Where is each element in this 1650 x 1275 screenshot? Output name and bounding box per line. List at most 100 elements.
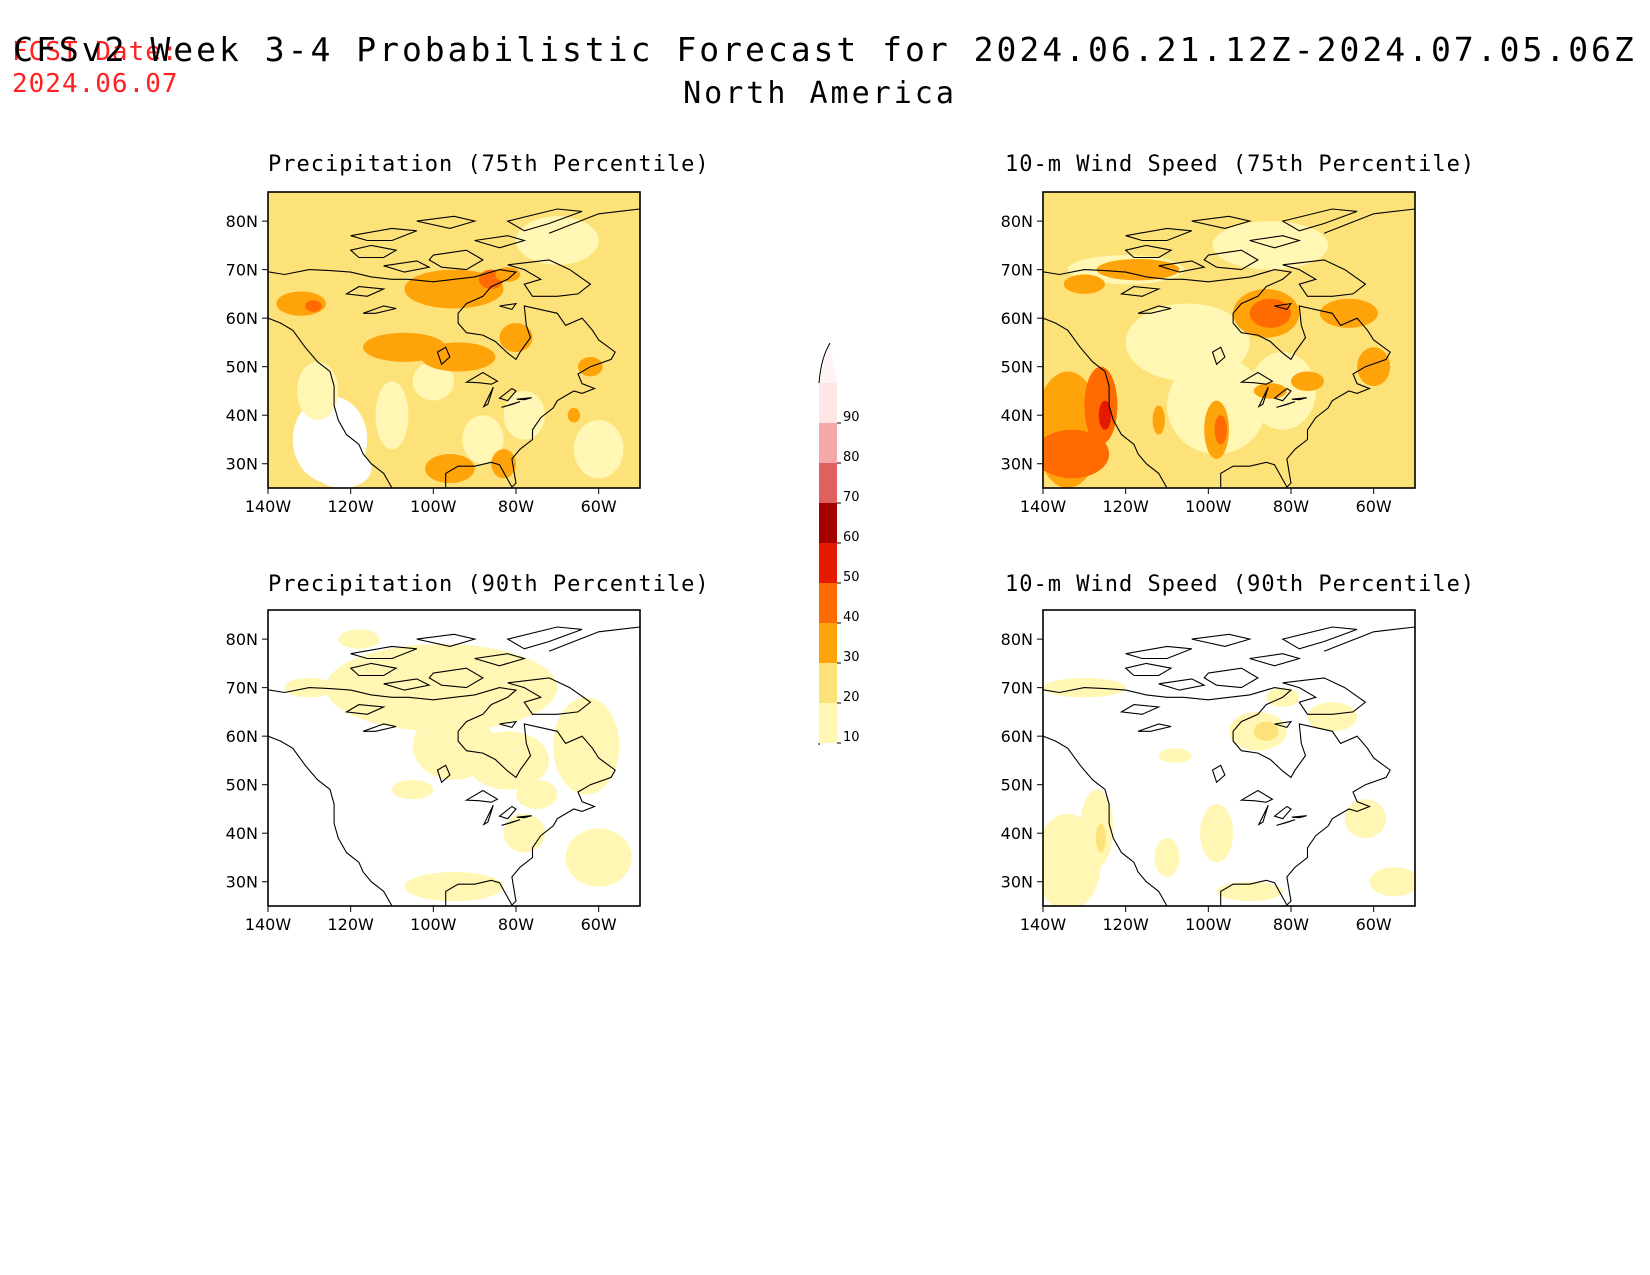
probability-region-11 bbox=[1154, 838, 1180, 877]
probability-region-2 bbox=[296, 361, 339, 421]
lat-label: 60N bbox=[226, 309, 258, 328]
lat-label: 80N bbox=[1001, 630, 1033, 649]
lake-outline-5 bbox=[344, 704, 386, 715]
probability-region-4 bbox=[1212, 221, 1329, 270]
coastline-west bbox=[268, 735, 393, 906]
lake-outline-3 bbox=[1276, 819, 1296, 826]
probability-region-2 bbox=[466, 731, 550, 790]
probability-region-17 bbox=[491, 449, 516, 479]
lon-label: 140W bbox=[245, 497, 292, 516]
lon-label: 80W bbox=[1273, 915, 1309, 934]
coastline-greenland bbox=[1323, 626, 1415, 659]
coastline-island-8 bbox=[1274, 302, 1293, 311]
lake-outline-3 bbox=[501, 819, 521, 826]
probability-region-1 bbox=[1080, 789, 1114, 868]
lake-outline-4 bbox=[1291, 815, 1307, 819]
map-frame bbox=[267, 191, 641, 489]
coastline-island-8 bbox=[499, 720, 518, 729]
coastline-island-4 bbox=[350, 645, 418, 660]
coastline-island-7 bbox=[383, 260, 431, 273]
lat-label: 30N bbox=[226, 455, 258, 474]
colorbar-segment bbox=[819, 583, 837, 623]
probability-region-6 bbox=[462, 415, 504, 464]
coastline-island-2 bbox=[474, 235, 527, 249]
forecast-date-block: FCST Date: 2024.06.07 bbox=[12, 36, 179, 100]
lon-label: 120W bbox=[327, 915, 374, 934]
coastline-west bbox=[1043, 735, 1168, 906]
coastline-island-4 bbox=[350, 227, 418, 242]
map-frame bbox=[267, 609, 641, 907]
probability-region-14 bbox=[1214, 415, 1227, 445]
coastline-east-hudson bbox=[268, 687, 616, 906]
lon-label: 120W bbox=[1102, 497, 1149, 516]
coastline-greenland bbox=[548, 626, 640, 659]
lake-outline-5 bbox=[1119, 286, 1161, 297]
colorbar-label: 70 bbox=[843, 490, 860, 505]
colorbar-segment bbox=[819, 663, 837, 703]
lat-label: 50N bbox=[1001, 358, 1033, 377]
map-wind-75: 80N 70N 60N 50N 40N 30N 140W 120W 100W 80W 60W bbox=[1001, 191, 1416, 516]
coastline-island-5 bbox=[416, 633, 477, 647]
lat-label: 30N bbox=[1001, 873, 1033, 892]
lat-label: 80N bbox=[226, 630, 258, 649]
lat-label: 30N bbox=[226, 873, 258, 892]
probability-region-1 bbox=[313, 449, 372, 488]
colorbar-segment bbox=[819, 543, 837, 583]
colorbar-label: 10 bbox=[843, 730, 860, 745]
probability-region-3 bbox=[375, 381, 409, 450]
probability-region-7 bbox=[573, 420, 624, 479]
map-frame bbox=[1042, 191, 1416, 489]
coastline-east-hudson bbox=[268, 269, 616, 488]
colorbar-label: 50 bbox=[843, 570, 860, 585]
lake-outline-7 bbox=[436, 346, 451, 366]
lon-label: 60W bbox=[1356, 915, 1392, 934]
coastline-island-6 bbox=[1281, 626, 1358, 650]
coastline-island-1 bbox=[1203, 667, 1259, 689]
lat-label: 70N bbox=[226, 261, 258, 280]
lat-label: 40N bbox=[1001, 406, 1033, 425]
colorbar-label: 40 bbox=[843, 610, 860, 625]
probability-region-11 bbox=[1319, 298, 1378, 328]
coastline-west bbox=[1043, 317, 1168, 488]
probability-region-10 bbox=[305, 300, 322, 312]
colorbar-top-arrow bbox=[819, 343, 837, 383]
map-field bbox=[1043, 610, 1415, 906]
probability-region-20 bbox=[495, 267, 521, 282]
probability-region-19 bbox=[567, 407, 581, 423]
lat-label: 30N bbox=[1001, 455, 1033, 474]
coastline-island-0 bbox=[1124, 662, 1173, 677]
probability-region-12 bbox=[1096, 258, 1180, 281]
lat-label: 50N bbox=[226, 776, 258, 795]
lon-label: 80W bbox=[498, 497, 534, 516]
probability-region-12 bbox=[1158, 748, 1192, 763]
lake-outline-3 bbox=[501, 401, 521, 408]
lake-outline-6 bbox=[1137, 305, 1172, 314]
probability-region-10 bbox=[1249, 298, 1291, 328]
map-precip-75: 80N 70N 60N 50N 40N 30N 140W 120W 100W 80W 60W bbox=[226, 191, 641, 516]
lon-label: 80W bbox=[498, 915, 534, 934]
map-frame bbox=[1042, 609, 1416, 907]
probability-region-14 bbox=[420, 342, 496, 372]
colorbar-segment bbox=[819, 623, 837, 663]
lon-label: 100W bbox=[1185, 497, 1232, 516]
probability-region-16 bbox=[1291, 371, 1325, 391]
coastline-island-3 bbox=[507, 259, 592, 297]
coastline-island-6 bbox=[506, 626, 583, 650]
coastline-island-4 bbox=[1125, 645, 1193, 660]
lon-label: 60W bbox=[1356, 497, 1392, 516]
coastline-island-6 bbox=[1281, 208, 1358, 232]
coastline-island-5 bbox=[416, 215, 477, 229]
probability-region-15 bbox=[499, 323, 533, 353]
lake-outline-1 bbox=[1257, 804, 1269, 826]
coastline-island-8 bbox=[499, 302, 518, 311]
coastline-island-7 bbox=[383, 678, 431, 691]
coastline-island-2 bbox=[474, 653, 527, 667]
lon-label: 100W bbox=[410, 497, 457, 516]
lake-outline-3 bbox=[1276, 401, 1296, 408]
coastline-greenland bbox=[1323, 208, 1415, 241]
lon-label: 100W bbox=[1185, 915, 1232, 934]
probability-region-8 bbox=[516, 216, 599, 265]
probability-region-9 bbox=[516, 779, 558, 809]
map-wind-90: 80N 70N 60N 50N 40N 30N 140W 120W 100W 80W 60W bbox=[1001, 609, 1416, 934]
coastline-island-2 bbox=[1249, 653, 1302, 667]
